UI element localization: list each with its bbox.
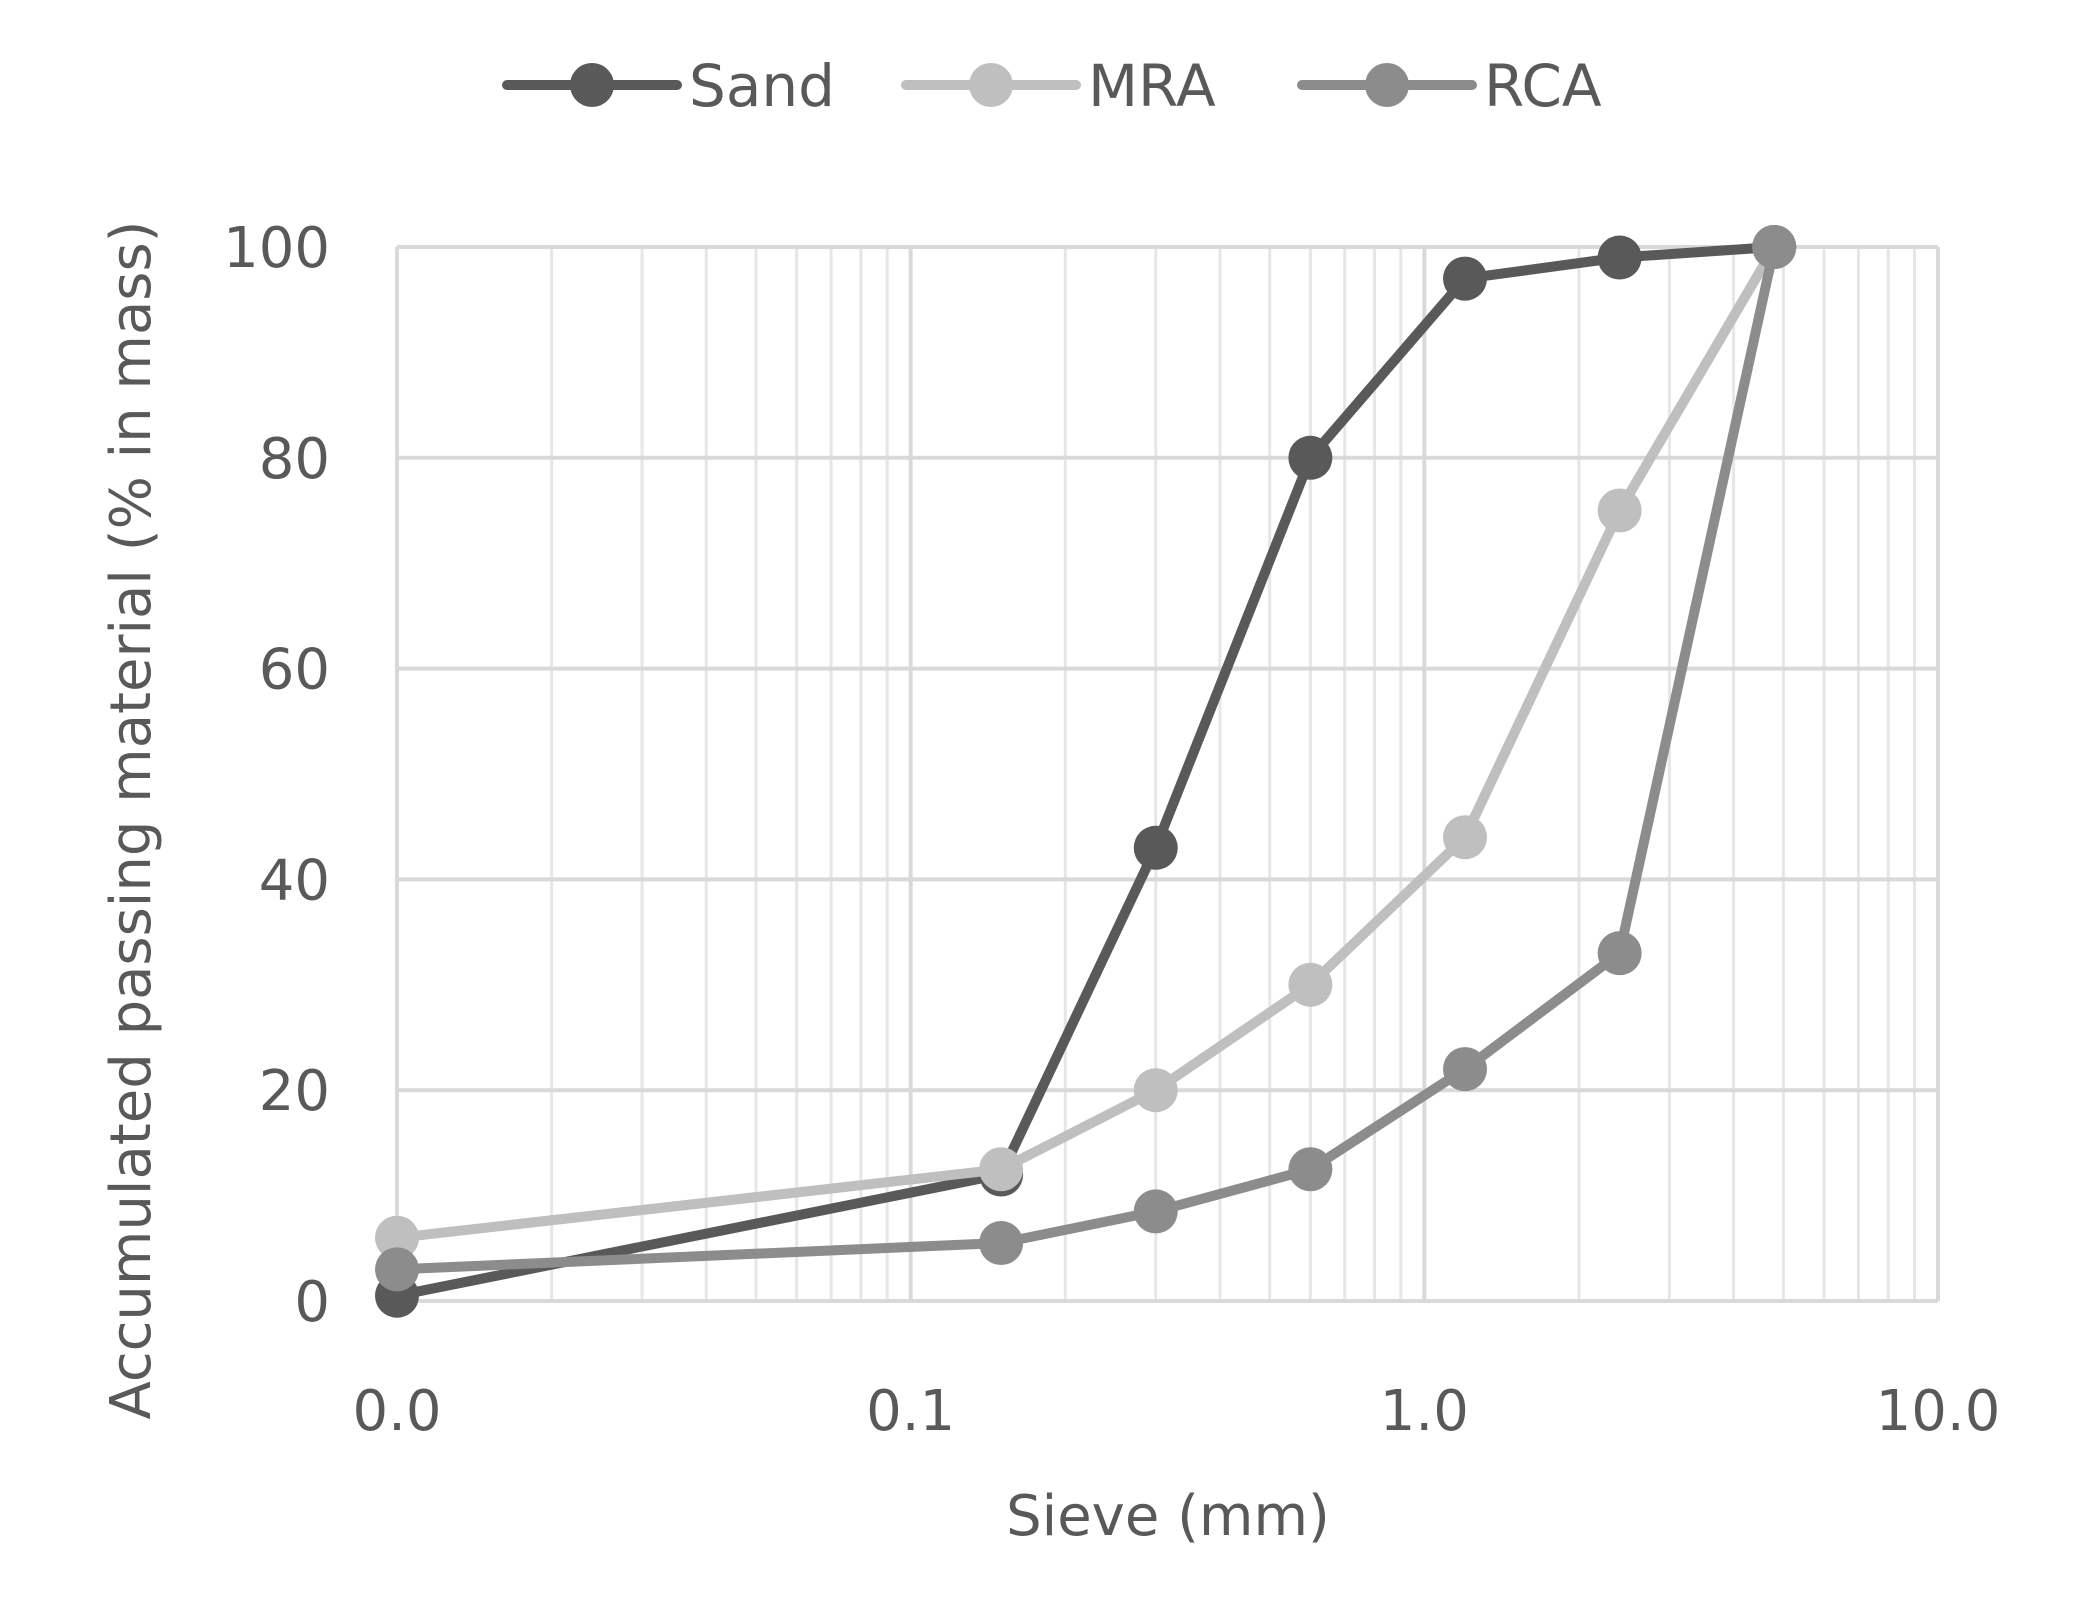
- mra-point: [1443, 815, 1488, 860]
- rca-point: [1288, 1147, 1333, 1192]
- legend: Sand MRA RCA: [502, 52, 1602, 120]
- grid: [395, 245, 1940, 1303]
- rca-point: [1752, 225, 1797, 269]
- y-tick-label: 40: [259, 848, 330, 913]
- sand-line: [396, 242, 1775, 1301]
- sand-point: [1133, 825, 1178, 870]
- x-tick-label: 1.0: [1380, 1379, 1469, 1444]
- mra-point: [979, 1147, 1024, 1192]
- legend-marker-sand: [570, 63, 614, 107]
- series-layer: [375, 225, 1797, 1318]
- legend-marker-mra: [969, 63, 1013, 107]
- legend-label-sand: Sand: [689, 52, 835, 120]
- x-tick-label: 10.0: [1876, 1379, 2001, 1444]
- rca-point: [375, 1247, 419, 1292]
- x-axis-title: Sieve (mm): [1006, 1484, 1330, 1549]
- y-tick-label: 20: [259, 1059, 330, 1124]
- sand-point: [1288, 435, 1333, 480]
- y-tick-label: 60: [259, 638, 330, 703]
- x-tick-label: 0.0: [352, 1379, 441, 1444]
- mra-point: [1133, 1068, 1178, 1113]
- mra-point: [375, 1215, 419, 1260]
- rca-point: [1443, 1047, 1488, 1092]
- mra-point: [1288, 962, 1333, 1007]
- x-tick-label: 0.1: [866, 1379, 955, 1444]
- y-tick-label: 100: [223, 216, 330, 281]
- y-tick-label: 80: [259, 427, 330, 492]
- tick-labels: 0 20 40 60 80 100 0.0 0.1 1.0 10.0: [223, 216, 2000, 1444]
- rca-point: [1133, 1189, 1178, 1234]
- sand-point: [1443, 256, 1488, 301]
- legend-label-rca: RCA: [1484, 52, 1602, 120]
- y-axis-title: Accumulated passing material (% in mass): [99, 221, 164, 1420]
- mra-point: [1597, 488, 1642, 533]
- rca-line: [396, 245, 1780, 1275]
- rca-point: [1597, 931, 1642, 976]
- y-tick-label: 0: [294, 1270, 330, 1335]
- rca-point: [979, 1221, 1024, 1266]
- legend-label-mra: MRA: [1088, 52, 1216, 120]
- series-sand: [375, 225, 1797, 1318]
- sand-point: [1597, 235, 1642, 280]
- series-rca: [375, 225, 1797, 1292]
- legend-marker-rca: [1365, 63, 1409, 107]
- series-mra: [375, 225, 1797, 1260]
